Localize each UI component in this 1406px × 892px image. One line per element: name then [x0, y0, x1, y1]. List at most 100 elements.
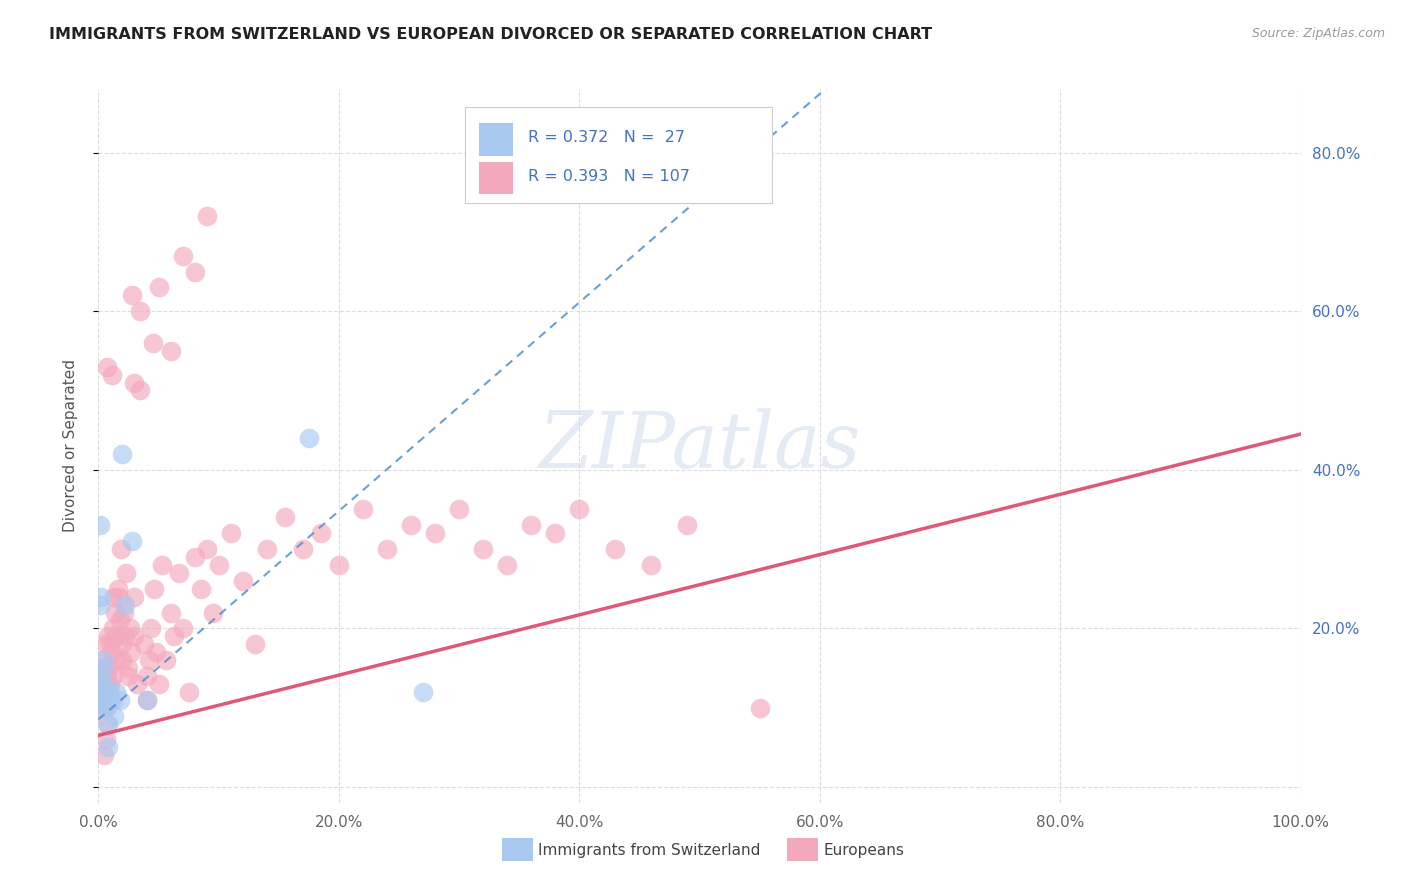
- Point: [111, 637, 134, 651]
- Point: [91, 685, 114, 699]
- Point: [145, 645, 167, 659]
- Point: [97, 716, 120, 731]
- Point: [89, 692, 111, 706]
- Point: [91, 692, 114, 706]
- Point: [101, 669, 124, 683]
- Point: [97, 629, 120, 643]
- Point: [110, 542, 132, 557]
- Point: [219, 526, 242, 541]
- Point: [89, 669, 111, 683]
- Point: [91, 692, 114, 706]
- Point: [93, 692, 115, 706]
- Bar: [479, 123, 513, 155]
- Point: [124, 629, 146, 643]
- Point: [105, 653, 128, 667]
- Point: [208, 558, 231, 572]
- Point: [167, 566, 190, 580]
- Point: [163, 629, 186, 643]
- Point: [172, 621, 194, 635]
- Point: [412, 685, 434, 699]
- Point: [243, 637, 266, 651]
- Point: [98, 661, 121, 675]
- Point: [605, 542, 627, 557]
- Point: [105, 629, 128, 643]
- FancyBboxPatch shape: [465, 107, 772, 203]
- Point: [309, 526, 332, 541]
- Point: [103, 708, 125, 723]
- Point: [111, 447, 134, 461]
- Point: [117, 669, 139, 683]
- Point: [100, 645, 122, 659]
- Point: [195, 209, 218, 223]
- Point: [155, 653, 177, 667]
- Point: [100, 692, 122, 706]
- Point: [91, 653, 114, 667]
- Point: [472, 542, 495, 557]
- Point: [399, 518, 422, 533]
- Point: [97, 740, 120, 755]
- Point: [96, 359, 118, 374]
- Point: [100, 368, 122, 382]
- Point: [91, 700, 114, 714]
- Point: [177, 685, 200, 699]
- Point: [232, 574, 254, 588]
- Point: [496, 558, 519, 572]
- Point: [104, 606, 127, 620]
- Point: [100, 677, 122, 691]
- Bar: [479, 162, 513, 194]
- Point: [129, 304, 152, 318]
- Point: [108, 590, 131, 604]
- Point: [423, 526, 446, 541]
- Point: [117, 661, 139, 675]
- Point: [121, 288, 143, 302]
- Point: [91, 677, 114, 691]
- Point: [91, 661, 114, 675]
- Point: [172, 249, 194, 263]
- Point: [328, 558, 350, 572]
- Point: [375, 542, 398, 557]
- Point: [138, 653, 160, 667]
- Point: [100, 637, 122, 651]
- Point: [135, 669, 157, 683]
- Point: [129, 384, 152, 398]
- Point: [141, 335, 163, 350]
- Point: [568, 502, 591, 516]
- Point: [132, 637, 155, 651]
- Point: [115, 566, 138, 580]
- Point: [91, 685, 114, 699]
- Text: Immigrants from Switzerland: Immigrants from Switzerland: [538, 843, 761, 857]
- Point: [91, 669, 114, 683]
- Point: [190, 582, 212, 596]
- Point: [89, 685, 111, 699]
- Point: [124, 590, 146, 604]
- Point: [90, 661, 112, 675]
- Point: [142, 582, 165, 596]
- Point: [118, 621, 141, 635]
- Point: [91, 700, 114, 714]
- Point: [108, 614, 131, 628]
- Point: [90, 685, 112, 699]
- Point: [748, 700, 770, 714]
- Point: [103, 590, 125, 604]
- Point: [352, 502, 374, 516]
- Point: [93, 748, 115, 763]
- Point: [447, 502, 470, 516]
- Point: [141, 621, 163, 635]
- Point: [159, 343, 181, 358]
- Point: [98, 685, 121, 699]
- Point: [89, 677, 111, 691]
- Point: [256, 542, 278, 557]
- Point: [274, 510, 297, 524]
- Point: [640, 558, 662, 572]
- Point: [121, 534, 143, 549]
- Point: [520, 518, 543, 533]
- Point: [89, 598, 111, 612]
- Point: [93, 692, 115, 706]
- Point: [135, 692, 157, 706]
- Text: Source: ZipAtlas.com: Source: ZipAtlas.com: [1251, 27, 1385, 40]
- Point: [96, 669, 118, 683]
- Point: [93, 677, 115, 691]
- Point: [201, 606, 224, 620]
- Point: [544, 526, 567, 541]
- Point: [97, 677, 120, 691]
